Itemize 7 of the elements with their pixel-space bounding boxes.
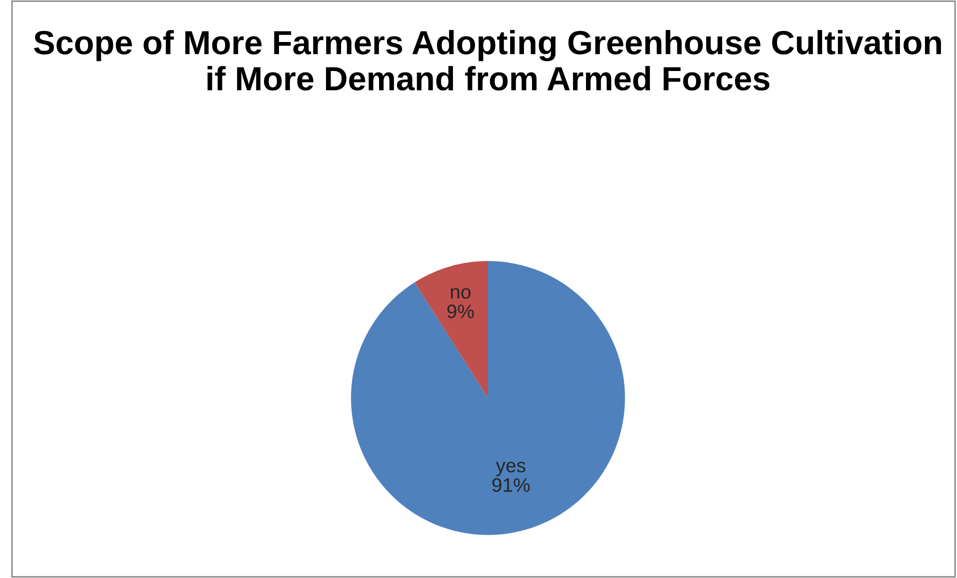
slice-label: yes <box>496 462 526 476</box>
pie-slice <box>414 261 488 398</box>
slice-label: no <box>450 288 470 299</box>
data-label: 91% <box>492 478 530 492</box>
data-label: 9% <box>447 304 474 318</box>
chart-title: Scope of More Farmers Adopting Greenhouse Cultivation if More Demand from Armed Forces <box>34 30 941 91</box>
pie-slice <box>351 261 625 535</box>
